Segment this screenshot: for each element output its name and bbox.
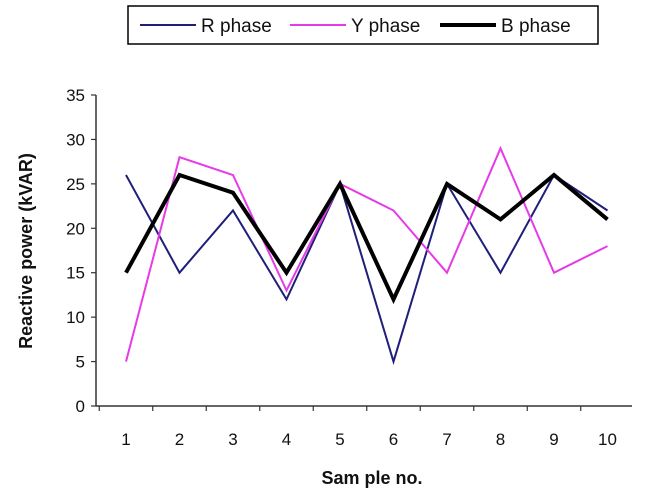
series-line-b-phase <box>124 172 609 305</box>
x-tick-label: 9 <box>549 430 558 449</box>
x-tick-label: 4 <box>282 430 291 449</box>
y-tick-label: 10 <box>66 308 85 327</box>
plot-area <box>124 145 609 366</box>
chart-axes: 0 5 10 15 20 25 30 35 1 2 3 4 5 6 7 8 9 10 <box>66 86 632 449</box>
x-tick-label: 10 <box>598 430 617 449</box>
x-tick-label: 8 <box>496 430 505 449</box>
x-tick-label: 1 <box>121 430 130 449</box>
y-tick-label: 25 <box>66 175 85 194</box>
series-line-r-phase <box>125 173 609 366</box>
x-tick-label: 6 <box>389 430 398 449</box>
y-axis-ticks: 0 5 10 15 20 25 30 35 <box>66 86 96 416</box>
y-tick-label: 35 <box>66 86 85 105</box>
y-tick-label: 30 <box>66 130 85 149</box>
y-tick-label: 20 <box>66 219 85 238</box>
x-tick-label: 2 <box>175 430 184 449</box>
x-axis-title: Sam ple no. <box>321 468 422 488</box>
legend-label-y-phase: Y phase <box>351 16 420 37</box>
y-tick-label: 0 <box>76 397 85 416</box>
y-axis-title: Reactive power (kVAR) <box>16 153 36 349</box>
series-line-y-phase <box>125 145 608 362</box>
x-tick-label: 7 <box>442 430 451 449</box>
legend-box <box>127 5 599 45</box>
x-tick-label: 5 <box>335 430 344 449</box>
y-tick-label: 15 <box>66 264 85 283</box>
y-tick-label: 5 <box>76 353 85 372</box>
legend-label-r-phase: R phase <box>201 16 272 37</box>
legend-label-b-phase: B phase <box>501 16 571 37</box>
x-axis-ticks: 1 2 3 4 5 6 7 8 9 10 <box>98 406 617 449</box>
x-tick-label: 3 <box>228 430 237 449</box>
legend: R phase Y phase B phase <box>127 5 599 45</box>
